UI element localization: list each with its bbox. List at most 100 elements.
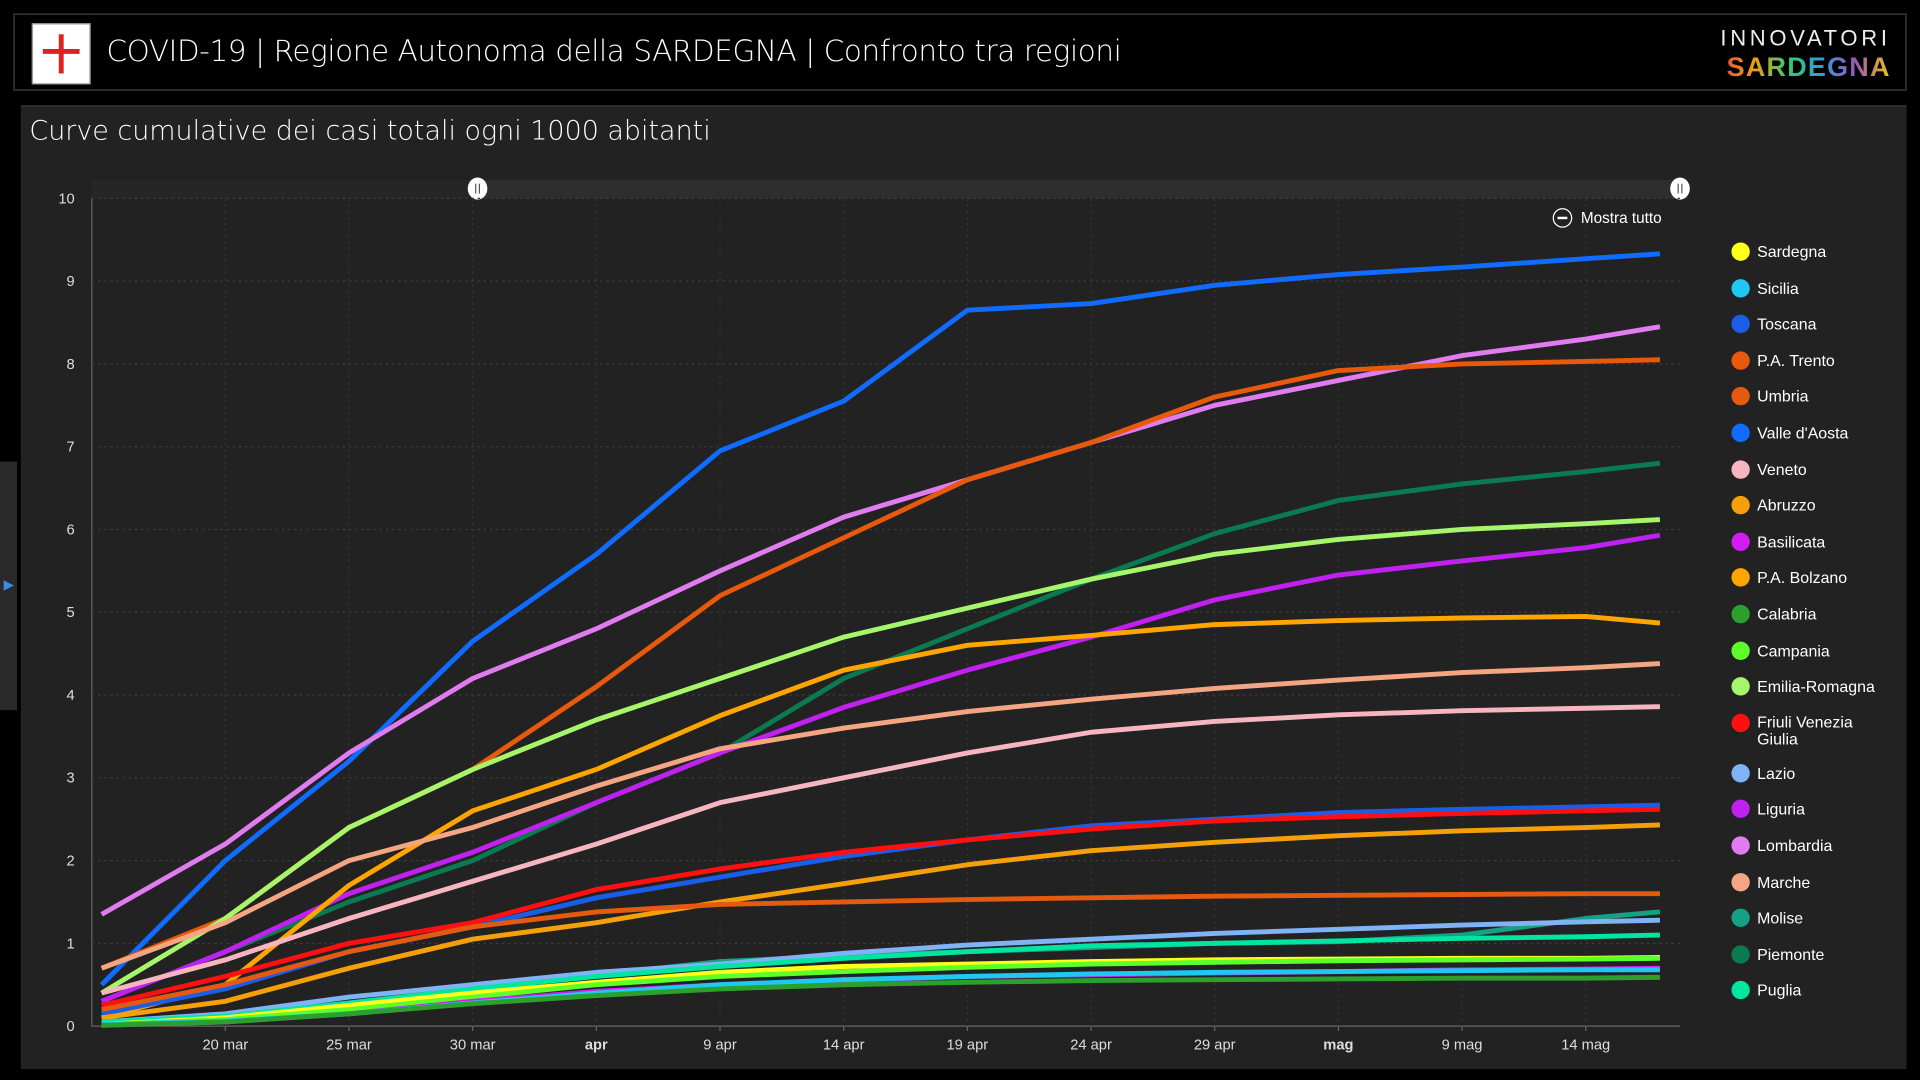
legend-item[interactable]: Toscana (1731, 314, 1902, 351)
zoom-out-icon (1552, 208, 1573, 228)
legend-swatch (1731, 387, 1750, 406)
legend-swatch (1731, 908, 1750, 928)
legend-item[interactable]: P.A. Bolzano (1731, 568, 1902, 605)
legend-item[interactable]: Lazio (1731, 763, 1902, 800)
legend-item[interactable]: Abruzzo (1731, 496, 1902, 532)
legend-swatch (1731, 763, 1750, 783)
legend-label: Campania (1757, 641, 1830, 660)
legend-item[interactable]: Liguria (1731, 799, 1902, 836)
legend-swatch (1731, 604, 1750, 624)
legend-item[interactable]: Emilia-Romagna (1731, 677, 1902, 713)
legend-label: Lombardia (1757, 836, 1833, 855)
legend-item[interactable]: Lombardia (1731, 836, 1902, 872)
x-tick-label: 30 mar (450, 1037, 496, 1053)
legend-item[interactable]: Marche (1731, 872, 1902, 908)
legend-label: Liguria (1757, 799, 1805, 819)
y-tick-label: 7 (67, 440, 75, 456)
legend-swatch (1731, 423, 1750, 443)
series-line-p-a-bolzano[interactable] (101, 613, 1661, 1021)
legend-swatch (1731, 872, 1750, 891)
y-tick-label: 4 (67, 688, 75, 704)
legend-label: Friuli Venezia Giulia (1757, 712, 1853, 748)
legend-item[interactable]: P.A. Trento (1731, 351, 1902, 387)
series-line-lombardia[interactable] (100, 324, 1661, 917)
slider-handle-end[interactable] (1670, 177, 1690, 200)
legend-label: Marche (1757, 872, 1811, 891)
y-tick-label: 6 (67, 522, 75, 538)
x-tick-label: 20 mar (202, 1037, 248, 1053)
legend-swatch (1731, 836, 1750, 855)
y-tick-label: 0 (67, 1019, 75, 1035)
legend-swatch (1731, 242, 1750, 261)
legend-item[interactable]: Piemonte (1731, 944, 1902, 981)
legend-label: Sardegna (1757, 242, 1827, 261)
legend-item[interactable]: Veneto (1731, 459, 1902, 496)
series-line-marche[interactable] (100, 661, 1661, 971)
legend-label: P.A. Trento (1757, 351, 1835, 370)
time-range-slider-excluded (91, 180, 478, 199)
show-all-button[interactable]: Mostra tutto (1552, 208, 1662, 228)
legend-item[interactable]: Basilicata (1731, 532, 1902, 568)
legend-label: Veneto (1757, 459, 1807, 479)
x-tick-label: apr (585, 1037, 608, 1053)
legend-label: Piemonte (1757, 944, 1825, 964)
x-tick-label: 14 mag (1561, 1037, 1610, 1053)
legend-swatch (1731, 981, 1750, 1000)
series-line-liguria[interactable] (100, 532, 1661, 1004)
x-tick-label: 19 apr (947, 1037, 989, 1053)
y-tick-label: 3 (67, 771, 75, 787)
y-tick-label: 2 (67, 853, 75, 869)
legend-label: Umbria (1757, 387, 1809, 406)
legend-item[interactable]: Puglia (1731, 981, 1902, 1017)
series-line-piemonte[interactable] (100, 460, 1661, 1004)
series-line-abruzzo[interactable] (101, 822, 1661, 1021)
legend-item[interactable]: Campania (1731, 641, 1902, 677)
legend-swatch (1731, 677, 1750, 696)
legend-item[interactable]: Valle d'Aosta (1731, 423, 1902, 460)
chart-title: Curve cumulative dei casi totali ogni 10… (29, 116, 711, 147)
legend-label: Lazio (1757, 763, 1796, 783)
x-tick-label: mag (1323, 1037, 1353, 1053)
time-range-slider-track[interactable] (91, 180, 1681, 199)
legend-item[interactable]: Calabria (1731, 604, 1902, 641)
legend-label: Abruzzo (1757, 496, 1816, 515)
y-tick-label: 9 (67, 274, 75, 290)
legend-label: Valle d'Aosta (1757, 423, 1849, 443)
x-tick-label: 9 mag (1442, 1037, 1483, 1053)
legend-swatch (1731, 799, 1750, 819)
legend-item[interactable]: Friuli Venezia Giulia (1731, 712, 1902, 764)
legend-label: Toscana (1757, 314, 1817, 334)
slider-handle-start[interactable] (467, 177, 488, 200)
legend-item[interactable]: Molise (1731, 908, 1902, 945)
chevron-right-icon: ▶ (3, 577, 15, 593)
legend-swatch (1731, 944, 1750, 964)
sidebar-expand-handle[interactable]: ▶ (0, 461, 18, 711)
legend-swatch (1731, 496, 1750, 515)
series-line-veneto[interactable] (100, 704, 1660, 996)
series-line-umbria[interactable] (101, 891, 1660, 1013)
app-title: COVID-19 | Regione Autonoma della SARDEG… (106, 34, 1122, 69)
legend-swatch (1731, 568, 1750, 587)
legend-swatch (1731, 532, 1750, 551)
y-tick-label: 10 (58, 191, 74, 207)
series-line-calabria[interactable] (101, 974, 1660, 1028)
y-tick-label: 1 (67, 936, 75, 952)
series-line-emilia-romagna[interactable] (100, 517, 1661, 996)
legend-swatch (1731, 713, 1750, 732)
legend-label: Basilicata (1757, 532, 1826, 551)
legend-item[interactable]: Umbria (1731, 387, 1902, 423)
legend-label: Calabria (1757, 604, 1817, 624)
series-line-friuli-venezia-giulia[interactable] (101, 806, 1660, 1008)
series-line-campania[interactable] (101, 955, 1660, 1027)
legend-swatch (1731, 278, 1750, 298)
x-tick-label: 14 apr (823, 1037, 865, 1053)
region-crest-logo (31, 23, 91, 85)
y-tick-label: 5 (67, 605, 75, 621)
legend-item[interactable]: Sicilia (1731, 278, 1902, 315)
series-line-lazio[interactable] (101, 917, 1660, 1025)
legend-label: Molise (1757, 908, 1804, 928)
innovatori-sardegna-logo: INNOVATORI SARDEGNA (1720, 25, 1891, 83)
legend-swatch (1731, 314, 1750, 334)
series-line-puglia[interactable] (101, 932, 1660, 1025)
legend-item[interactable]: Sardegna (1731, 242, 1902, 278)
